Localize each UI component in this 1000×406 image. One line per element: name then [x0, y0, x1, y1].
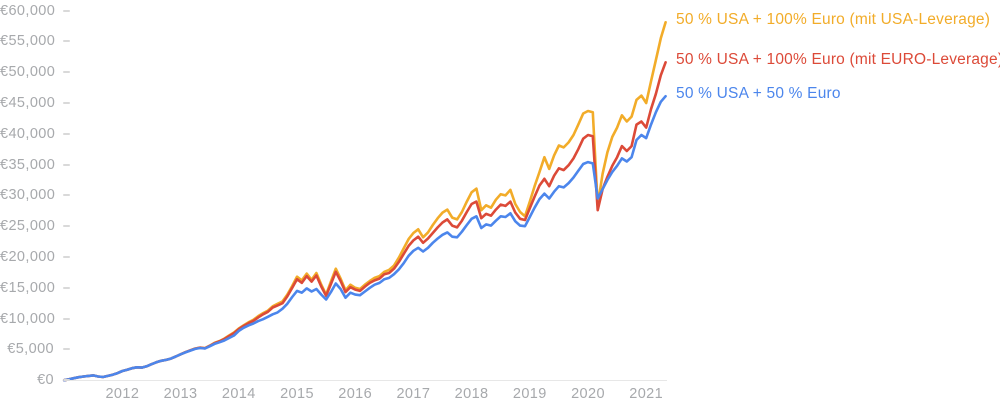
series-line-euro-leverage: [62, 61, 667, 382]
y-axis-label: €60,000: [0, 2, 56, 19]
y-axis-label: €40,000: [0, 125, 56, 142]
x-axis-label: 2019: [512, 386, 547, 402]
y-axis-label: €30,000: [0, 187, 56, 204]
legend-label-usa-leverage: 50 % USA + 100% Euro (mit USA-Leverage): [676, 11, 991, 29]
y-axis-tick: [63, 102, 70, 104]
series-line-50-50: [62, 94, 667, 382]
x-axis-label: 2013: [163, 386, 198, 402]
y-axis-label: €0: [37, 372, 54, 389]
y-axis-tick: [63, 225, 70, 228]
y-axis-label: €45,000: [0, 95, 56, 111]
y-axis-label: €5,000: [7, 341, 54, 358]
y-axis-tick: [63, 132, 70, 135]
x-axis-label: 2020: [571, 386, 605, 402]
y-axis-label: €55,000: [0, 33, 56, 50]
y-axis-tick: [63, 286, 70, 289]
x-axis-label: 2017: [396, 386, 431, 402]
x-axis-label: 2015: [280, 386, 314, 402]
legend-label-50-50: 50 % USA + 50 % Euro: [676, 85, 841, 103]
series-line-usa-leverage: [62, 21, 667, 382]
y-axis-tick: [63, 40, 70, 43]
x-axis-line: [66, 380, 667, 381]
legend-label-euro-leverage: 50 % USA + 100% Euro (mit EURO-Leverage): [676, 51, 1000, 69]
x-axis-label: 2012: [105, 386, 140, 402]
y-axis-label: €50,000: [0, 64, 56, 81]
y-axis-label: €20,000: [0, 249, 56, 265]
x-axis-label: 2016: [338, 386, 373, 402]
y-axis-label: €15,000: [0, 279, 56, 296]
y-axis-tick: [63, 163, 70, 166]
x-axis-label: 2018: [454, 386, 489, 402]
y-axis-tick: [63, 379, 70, 382]
y-axis-tick: [63, 348, 70, 351]
y-axis-tick: [63, 256, 70, 258]
x-axis-label: 2021: [629, 386, 664, 402]
y-axis-label: €35,000: [0, 156, 56, 173]
x-axis-label: 2014: [221, 386, 256, 402]
y-axis-tick: [63, 9, 70, 12]
y-axis-tick: [63, 317, 70, 320]
y-axis-label: €25,000: [0, 218, 56, 235]
y-axis-tick: [63, 71, 70, 74]
y-axis-label: €10,000: [0, 310, 56, 327]
y-axis-tick: [63, 194, 70, 197]
